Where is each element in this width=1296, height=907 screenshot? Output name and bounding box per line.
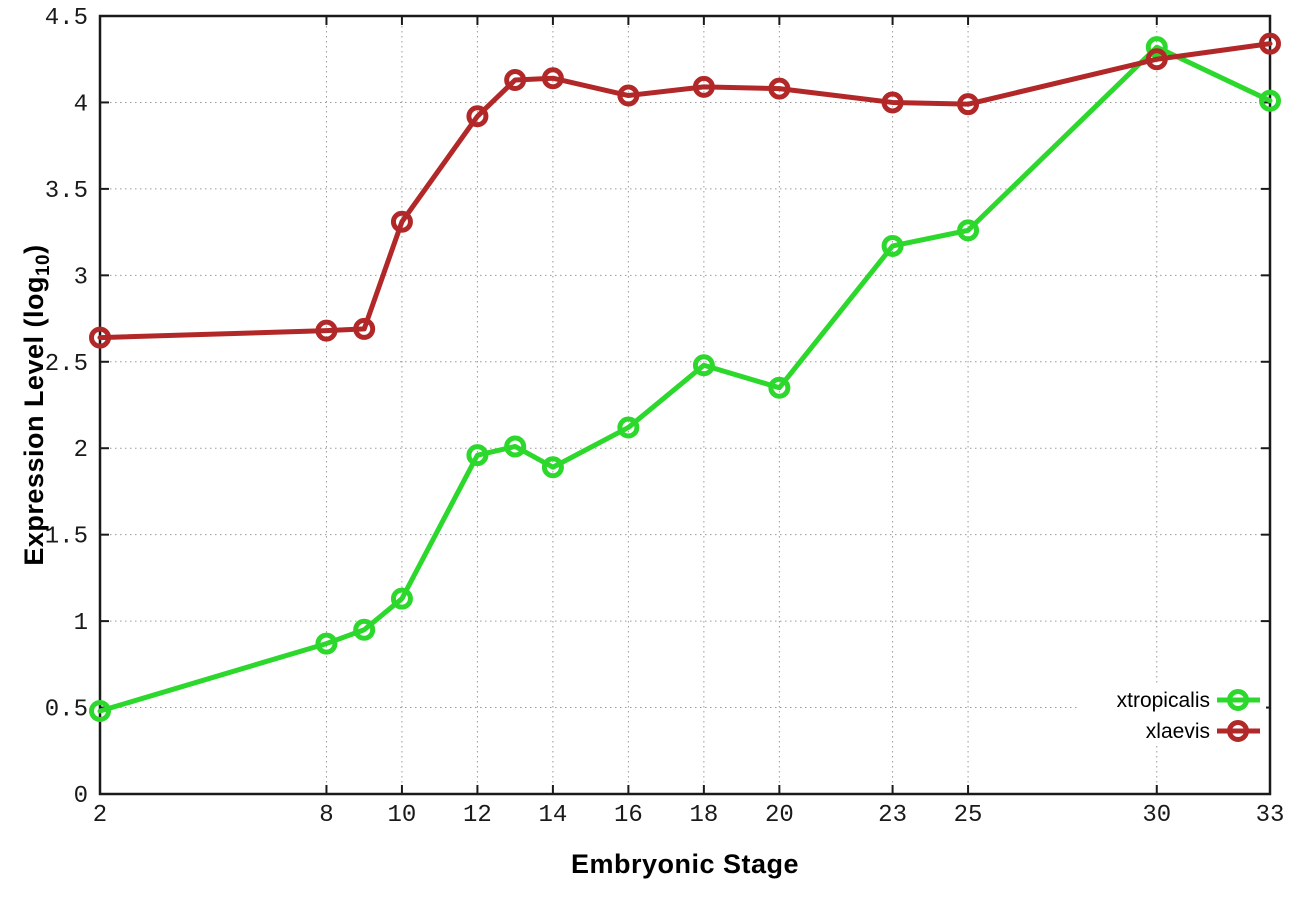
data-point-xtropicalis <box>466 444 489 467</box>
x-tick-label: 16 <box>614 802 643 829</box>
y-tick-label: 2.5 <box>45 351 88 378</box>
y-tick-label: 1 <box>74 610 88 637</box>
y-tick-label: 0.5 <box>45 697 88 724</box>
legend-marker-xtropicalis <box>1227 689 1249 711</box>
x-tick-label: 30 <box>1142 802 1171 829</box>
data-point-xlaevis <box>466 105 489 128</box>
data-point-xlaevis <box>617 84 640 107</box>
legend-label-xlaevis: xlaevis <box>1146 720 1210 743</box>
data-point-xlaevis <box>315 319 338 342</box>
x-tick-label: 25 <box>954 802 983 829</box>
x-tick-label: 12 <box>463 802 492 829</box>
data-point-xtropicalis <box>768 376 791 399</box>
data-point-xtropicalis <box>390 587 413 610</box>
y-tick-label: 3 <box>74 264 88 291</box>
x-tick-label: 23 <box>878 802 907 829</box>
series-line-xtropicalis <box>97 44 1273 714</box>
x-tick-label: 18 <box>689 802 718 829</box>
y-tick-label: 1.5 <box>45 524 88 551</box>
data-point-xlaevis <box>881 91 904 114</box>
data-point-xlaevis <box>353 317 376 340</box>
data-point-xtropicalis <box>617 416 640 439</box>
y-tick-label: 4 <box>74 91 88 118</box>
data-point-xlaevis <box>390 210 413 233</box>
data-point-xlaevis <box>1145 48 1168 71</box>
data-point-xtropicalis <box>89 700 111 723</box>
plot-border <box>98 14 1272 796</box>
data-point-xtropicalis <box>1259 89 1281 112</box>
x-tick-label: 10 <box>388 802 417 829</box>
x-axis-label: Embryonic Stage <box>570 849 800 879</box>
data-point-xtropicalis <box>881 234 904 257</box>
legend-label-xtropicalis: xtropicalis <box>1117 689 1210 712</box>
x-tick-label: 2 <box>93 802 107 829</box>
y-tick-label: 2 <box>74 437 88 464</box>
data-point-xtropicalis <box>1145 36 1168 59</box>
data-point-xlaevis <box>957 93 980 116</box>
x-tick-label: 8 <box>319 802 333 829</box>
y-tick-label: 4.5 <box>45 5 88 32</box>
x-tick-label: 20 <box>765 802 794 829</box>
y-axis-label-text: Expression Level (log <box>19 276 49 566</box>
data-point-xtropicalis <box>692 354 715 377</box>
data-point-xtropicalis <box>353 618 376 641</box>
data-point-xlaevis <box>541 67 564 90</box>
series-line-xlaevis <box>97 41 1273 341</box>
x-tick-label: 33 <box>1256 802 1285 829</box>
y-axis-label: Expression Level (log10) <box>19 244 55 565</box>
data-point-xlaevis <box>1259 32 1281 55</box>
y-tick-label: 3.5 <box>45 178 88 205</box>
x-tick-label: 14 <box>538 802 567 829</box>
data-point-xtropicalis <box>504 435 527 458</box>
y-tick-label: 0 <box>74 783 88 810</box>
y-axis-label-subscript: 10 <box>33 253 54 277</box>
data-point-xtropicalis <box>541 456 564 479</box>
data-point-xtropicalis <box>957 219 980 242</box>
data-point-xlaevis <box>89 326 111 349</box>
data-point-xlaevis <box>504 68 527 91</box>
data-point-xlaevis <box>692 75 715 98</box>
data-point-xlaevis <box>768 77 791 100</box>
y-axis-label-close: ) <box>19 244 49 254</box>
legend-marker-xlaevis <box>1227 720 1249 742</box>
data-point-xtropicalis <box>315 632 338 655</box>
